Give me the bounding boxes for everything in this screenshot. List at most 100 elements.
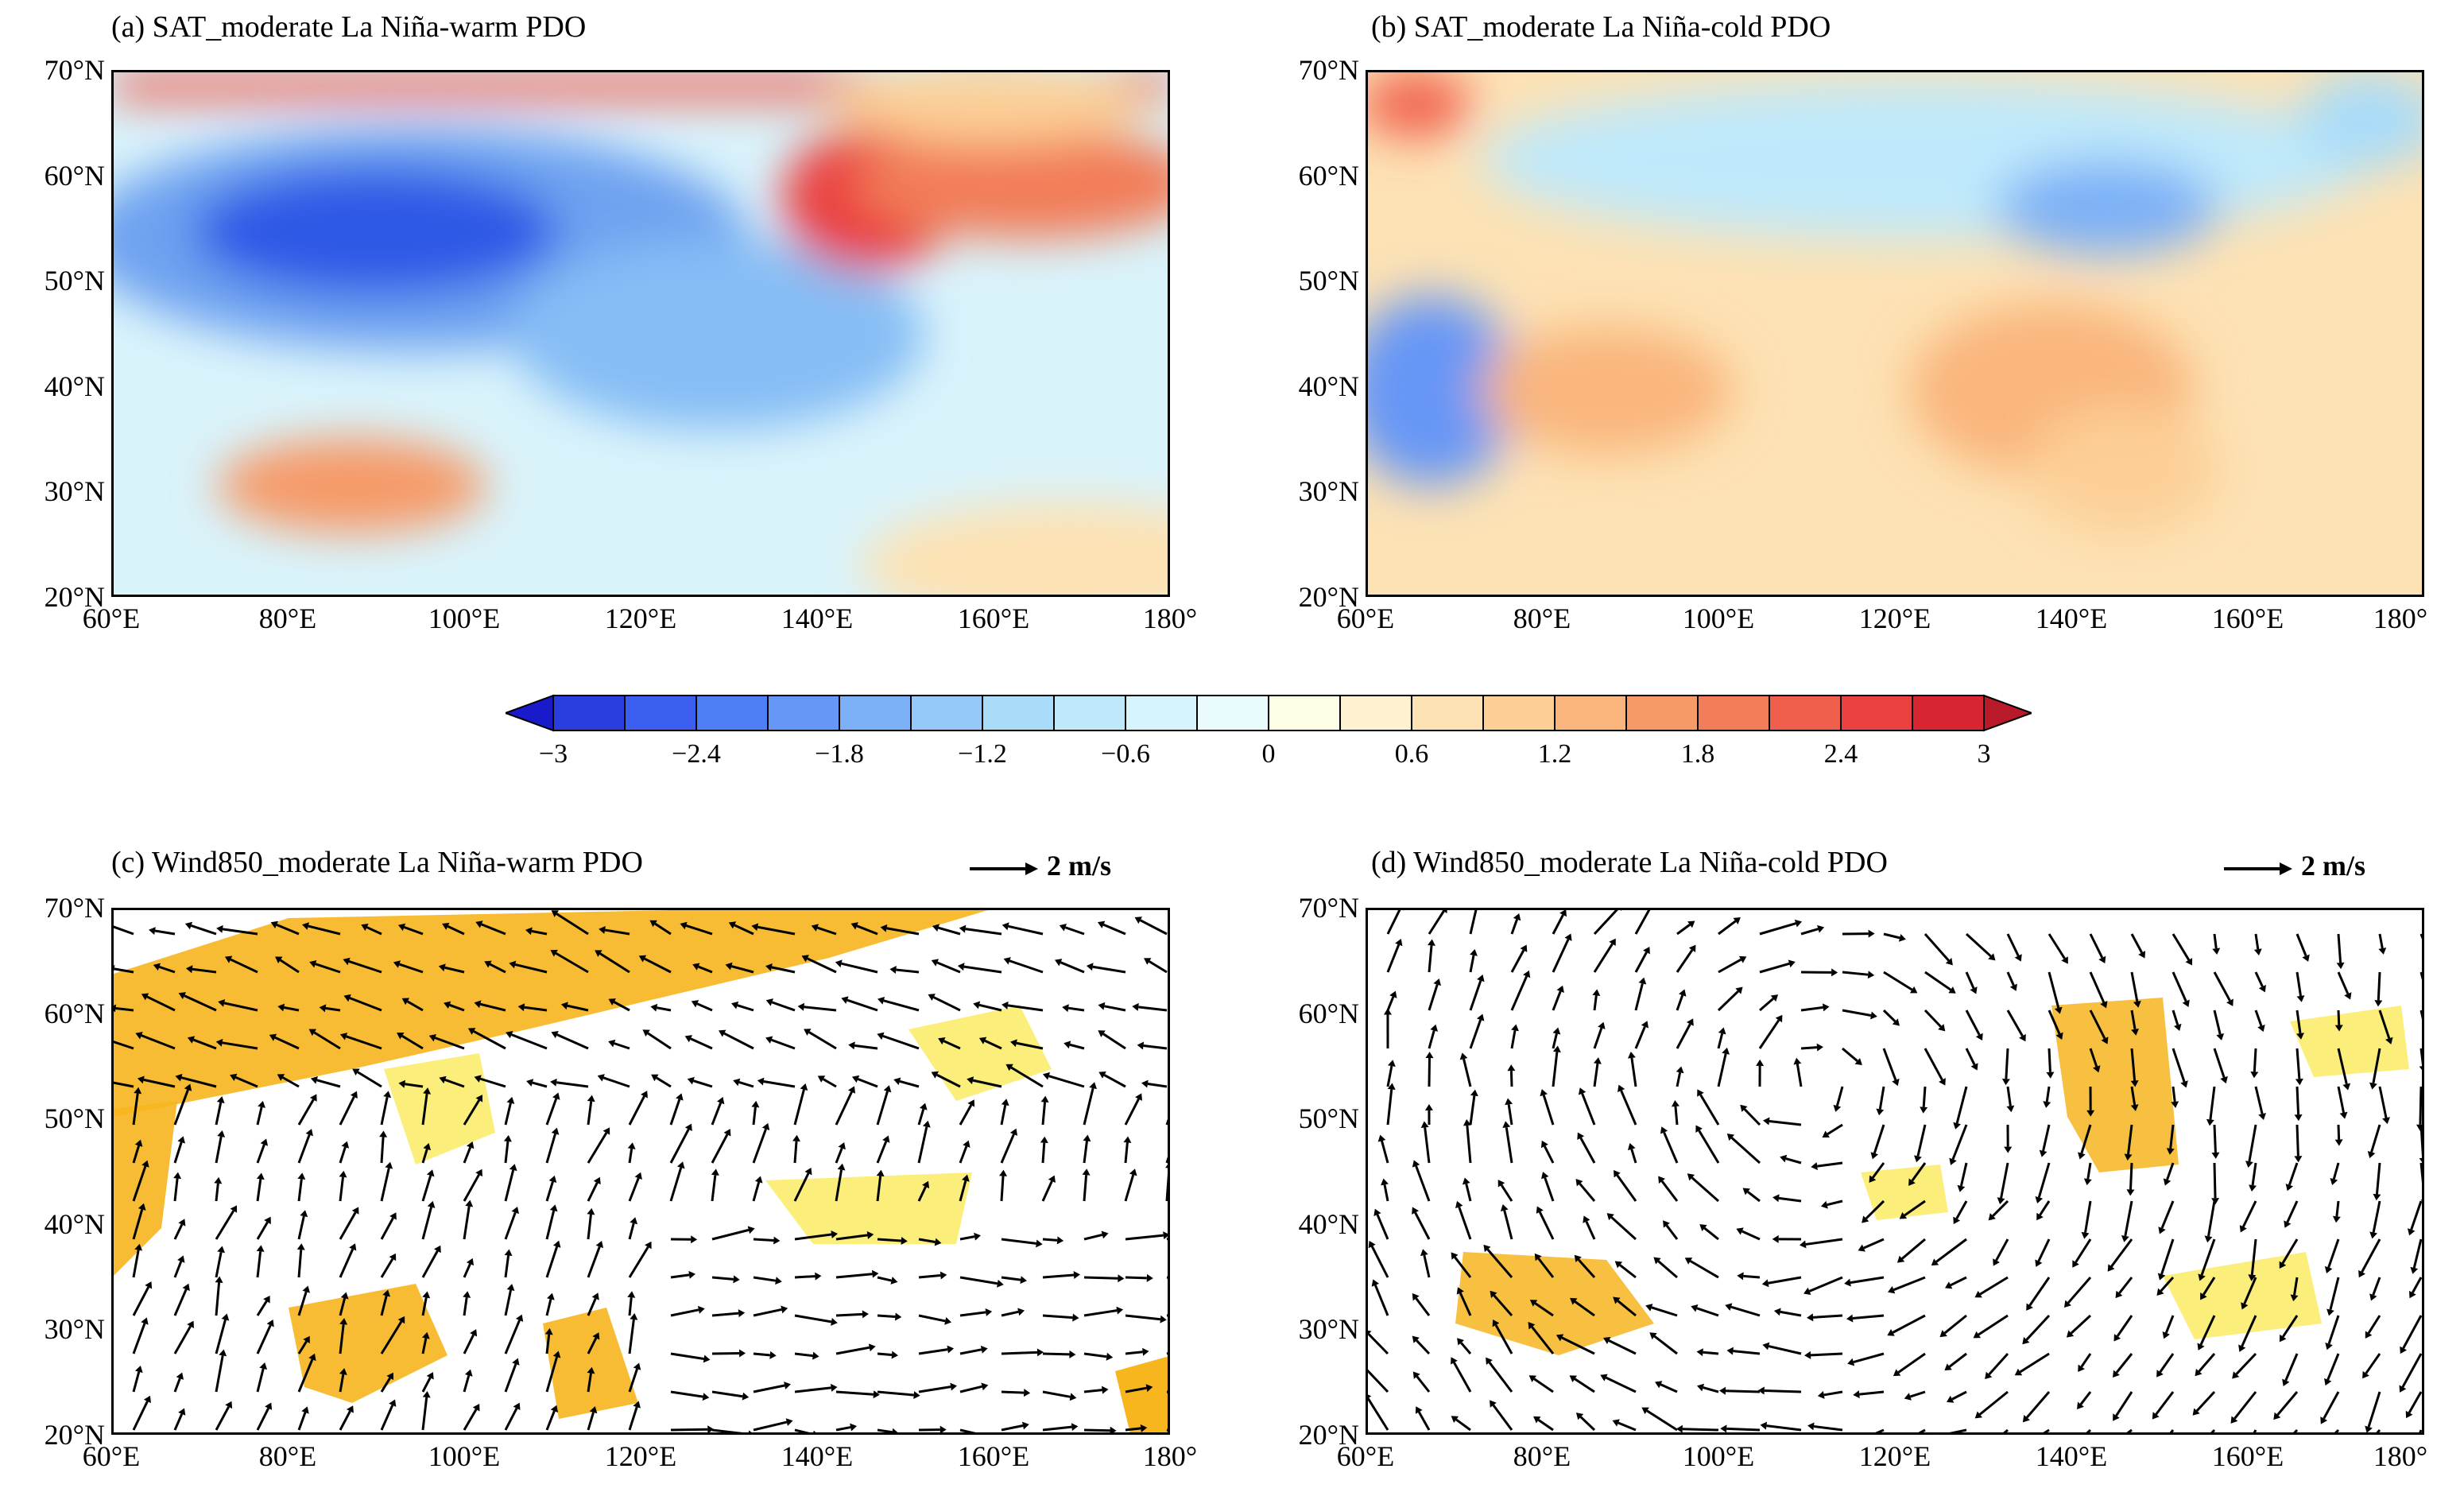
wind-vector-head xyxy=(1854,1057,1862,1065)
wind-vector-shaft xyxy=(1965,971,1975,989)
wind-vector-shaft xyxy=(835,1091,853,1126)
panel-d-significance-shading xyxy=(1455,998,2409,1355)
wind-vector-shaft xyxy=(587,1182,599,1202)
wind-vector-head xyxy=(219,1349,227,1357)
wind-vector-shaft xyxy=(959,1348,982,1355)
wind-vector-shaft xyxy=(1460,1342,1472,1354)
lat-tick-label: 20°N xyxy=(44,1419,105,1451)
lat-tick-label: 30°N xyxy=(44,475,105,508)
wind-vector-shaft xyxy=(794,1233,832,1241)
wind-vector-head xyxy=(1699,1224,1707,1232)
wind-vector-head xyxy=(781,1305,788,1314)
wind-vector-head xyxy=(1505,1098,1513,1106)
wind-vector-head xyxy=(2126,1189,2135,1196)
reference-arrow-icon xyxy=(970,862,1038,875)
wind-vector-shaft xyxy=(587,1373,592,1393)
wind-vector-shaft xyxy=(2159,1353,2175,1373)
wind-vector-head xyxy=(511,1206,519,1215)
wind-vector-head xyxy=(878,996,885,1005)
wind-vector-shaft xyxy=(644,957,672,974)
wind-vector-shaft xyxy=(1016,1041,1044,1050)
wind-vector-head xyxy=(1001,922,1009,931)
wind-vector-head xyxy=(1614,1169,1621,1178)
wind-vector-shaft xyxy=(1965,1048,1976,1066)
wind-vector-head xyxy=(1655,1381,1663,1389)
wind-vector-head xyxy=(2245,1161,2253,1168)
wind-vector-shaft xyxy=(2372,1277,2381,1296)
wind-vector-shaft xyxy=(959,1104,973,1126)
wind-vector-head xyxy=(1135,1093,1142,1101)
wind-vector-head xyxy=(2113,1413,2120,1421)
wind-vector-head xyxy=(868,1343,876,1352)
colorbar-swatch xyxy=(624,695,697,731)
wind-vector-shaft xyxy=(2089,1010,2106,1040)
wind-vector-shaft xyxy=(463,1409,478,1431)
wind-vector-shaft xyxy=(1725,1389,1761,1393)
wind-vector-head xyxy=(2407,1228,2416,1236)
wind-vector-head xyxy=(957,963,965,971)
wind-vector-shaft xyxy=(297,1134,311,1164)
wind-vector-head xyxy=(269,1033,277,1041)
wind-vector-head xyxy=(2232,1371,2240,1379)
wind-vector-shaft xyxy=(2019,1352,2050,1374)
wind-vector-shaft xyxy=(2171,933,2191,961)
wind-vector-shaft xyxy=(2402,1315,2422,1349)
wind-vector-head xyxy=(754,1176,763,1184)
wind-vector-shaft xyxy=(2042,1124,2051,1152)
wind-vector-shaft xyxy=(256,1144,265,1164)
wind-vector-shaft xyxy=(256,1221,269,1240)
wind-vector-head xyxy=(426,1169,435,1177)
wind-vector-shaft xyxy=(711,1102,723,1126)
wind-vector-head xyxy=(1914,1155,1922,1163)
wind-vector-shaft xyxy=(1552,1033,1558,1049)
wind-vector-shaft xyxy=(1758,1019,1780,1049)
wind-vector-shaft xyxy=(2372,1048,2381,1083)
wind-vector-shaft xyxy=(463,1146,472,1164)
panel-d-reference-vector: 2 m/s xyxy=(2222,849,2365,882)
wind-vector-shaft xyxy=(1069,1043,1085,1050)
wind-vector-head xyxy=(319,1004,327,1013)
lon-tick-label: 60°E xyxy=(82,1440,141,1472)
wind-vector-shaft xyxy=(1949,1428,1967,1432)
wind-vector-head xyxy=(848,1086,856,1094)
wind-vector-head xyxy=(423,1087,432,1095)
wind-vector-shaft xyxy=(514,963,548,974)
wind-vector-shaft xyxy=(380,1217,394,1240)
colorbar-swatch xyxy=(767,695,840,731)
wind-vector-shaft xyxy=(132,1093,139,1126)
wind-vector-head xyxy=(1456,1287,1464,1295)
wind-vector-head xyxy=(2294,1114,2303,1122)
wind-vector-shaft xyxy=(1730,1305,1761,1317)
wind-vector-head xyxy=(931,1071,939,1079)
wind-vector-shaft xyxy=(556,1081,589,1088)
wind-vector-shaft xyxy=(835,1312,863,1317)
wind-vector-shaft xyxy=(1579,1183,1596,1202)
wind-vector-head xyxy=(1534,1253,1542,1261)
wind-vector-shaft xyxy=(2037,1162,2051,1198)
wind-vector-head xyxy=(472,1404,480,1412)
wind-vector-head xyxy=(547,1292,555,1300)
wind-vector-head xyxy=(143,1395,151,1404)
wind-vector-shaft xyxy=(2213,1048,2226,1078)
wind-vector-head xyxy=(1430,1024,1439,1032)
panel-b-map xyxy=(1366,70,2424,597)
wind-vector-shaft xyxy=(936,961,961,974)
wind-vector-shaft xyxy=(1619,1264,1637,1279)
wind-vector-shaft xyxy=(1733,1350,1761,1355)
wind-vector-head xyxy=(275,956,283,964)
wind-vector-shaft xyxy=(1453,1362,1472,1393)
wind-vector-shaft xyxy=(2116,1315,2133,1337)
wind-vector-shaft xyxy=(1463,1058,1472,1087)
wind-vector-shaft xyxy=(489,963,506,974)
wind-vector-shaft xyxy=(545,1181,554,1202)
wind-vector-head xyxy=(389,1253,397,1261)
wind-vector-head xyxy=(1948,986,1956,994)
wind-vector-shaft xyxy=(2171,971,2187,1002)
lon-tick-label: 120°E xyxy=(604,1440,677,1472)
wind-vector-head xyxy=(2163,1178,2171,1186)
wind-vector-head xyxy=(649,920,657,928)
wind-vector-shaft xyxy=(1827,1123,1843,1136)
wind-vector-shaft xyxy=(215,1210,235,1240)
wind-vector-head xyxy=(1953,1216,1961,1224)
wind-vector-head xyxy=(1888,1286,1896,1294)
